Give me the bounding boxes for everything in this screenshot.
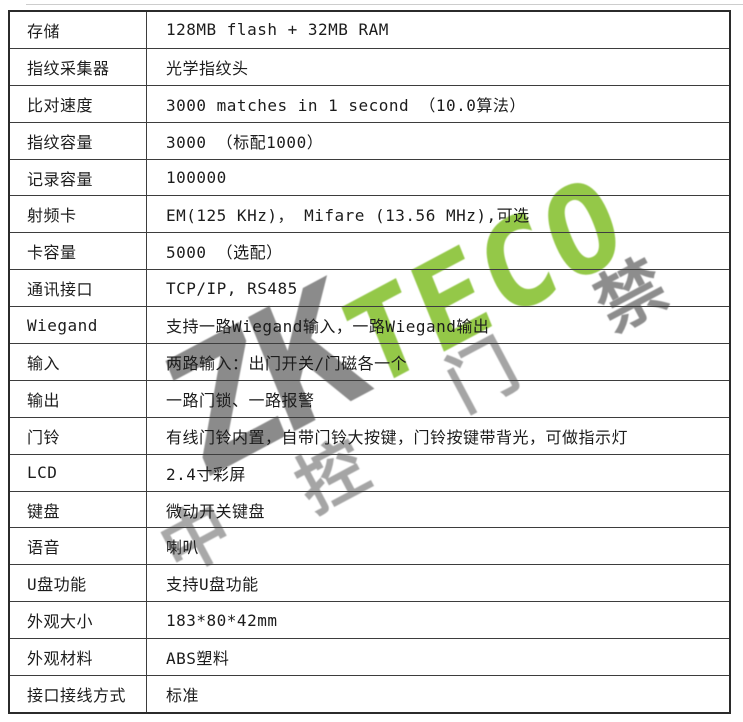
spec-value: ABS塑料	[166, 649, 230, 669]
spec-value: 支持U盘功能	[166, 575, 259, 595]
spec-label: LCD	[10, 454, 147, 491]
table-row: 外观材料 ABS塑料	[10, 639, 729, 677]
spec-label: 外观材料	[10, 639, 147, 676]
table-row: 存储 128MB flash + 32MB RAM	[10, 12, 729, 49]
table-row: 外观大小 183*80*42mm	[10, 602, 729, 640]
spec-label: 指纹容量	[10, 122, 147, 159]
spec-label: 键盘	[10, 491, 147, 528]
spec-value: 支持一路Wiegand输入，一路Wiegand输出	[166, 317, 490, 337]
spec-table: 存储 128MB flash + 32MB RAM 指纹采集器 光学指纹头 比对…	[8, 10, 731, 714]
spec-value: 两路输入：出门开关/门磁各一个	[166, 353, 408, 373]
spec-label: 输入	[10, 344, 147, 380]
spec-label: 语音	[10, 528, 147, 565]
table-row: Wiegand 支持一路Wiegand输入，一路Wiegand输出	[10, 307, 729, 345]
spec-value: 有线门铃内置，自带门铃大按键，门铃按键带背光，可做指示灯	[166, 427, 629, 447]
spec-value: 标准	[166, 685, 200, 705]
spec-label: 存储	[10, 12, 147, 48]
table-row: 通讯接口 TCP/IP, RS485	[10, 270, 729, 308]
table-row: 卡容量 5000 （选配）	[10, 233, 729, 271]
spec-value: 微动开关键盘	[166, 501, 266, 521]
spec-label: 比对速度	[10, 85, 147, 122]
spec-label: U盘功能	[10, 565, 147, 602]
spec-label: Wiegand	[10, 307, 147, 344]
spec-value: TCP/IP, RS485	[166, 278, 298, 298]
spec-label: 接口接线方式	[10, 676, 147, 712]
scan-artifact-line	[26, 4, 743, 5]
spec-value: 一路门锁、一路报警	[166, 390, 315, 410]
spec-value: EM(125 KHz)， Mifare (13.56 MHz),可选	[166, 206, 530, 226]
spec-label: 外观大小	[10, 602, 147, 639]
spec-label: 通讯接口	[10, 270, 147, 307]
spec-value: 128MB flash + 32MB RAM	[166, 20, 389, 40]
spec-value: 100000	[166, 168, 227, 187]
table-row: 输出 一路门锁、一路报警	[10, 380, 729, 418]
spec-label: 门铃	[10, 417, 147, 454]
table-row: 接口接线方式 标准	[10, 676, 729, 712]
table-row: 输入 两路输入：出门开关/门磁各一个	[10, 344, 729, 381]
table-row: LCD 2.4寸彩屏	[10, 454, 729, 492]
table-row: 语音 喇叭	[10, 528, 729, 566]
table-row: 指纹采集器 光学指纹头	[10, 48, 729, 86]
spec-label: 输出	[10, 380, 147, 417]
table-row: U盘功能 支持U盘功能	[10, 565, 729, 603]
table-row: 记录容量 100000	[10, 159, 729, 197]
table-row: 射频卡 EM(125 KHz)， Mifare (13.56 MHz),可选	[10, 196, 729, 234]
table-row: 指纹容量 3000 （标配1000）	[10, 122, 729, 160]
spec-label: 指纹采集器	[10, 48, 147, 85]
spec-value: 2.4寸彩屏	[166, 464, 246, 484]
spec-value: 183*80*42mm	[166, 610, 278, 630]
spec-value: 光学指纹头	[166, 58, 249, 78]
spec-value: 喇叭	[166, 538, 200, 558]
spec-value: 3000 matches in 1 second （10.0算法）	[166, 95, 526, 115]
spec-label: 记录容量	[10, 159, 147, 196]
spec-value: 3000 （标配1000）	[166, 132, 324, 152]
spec-label: 射频卡	[10, 196, 147, 233]
table-row: 门铃 有线门铃内置，自带门铃大按键，门铃按键带背光，可做指示灯	[10, 417, 729, 455]
spec-label: 卡容量	[10, 233, 147, 270]
spec-value: 5000 （选配）	[166, 243, 283, 263]
table-row: 键盘 微动开关键盘	[10, 491, 729, 529]
table-row: 比对速度 3000 matches in 1 second （10.0算法）	[10, 85, 729, 123]
